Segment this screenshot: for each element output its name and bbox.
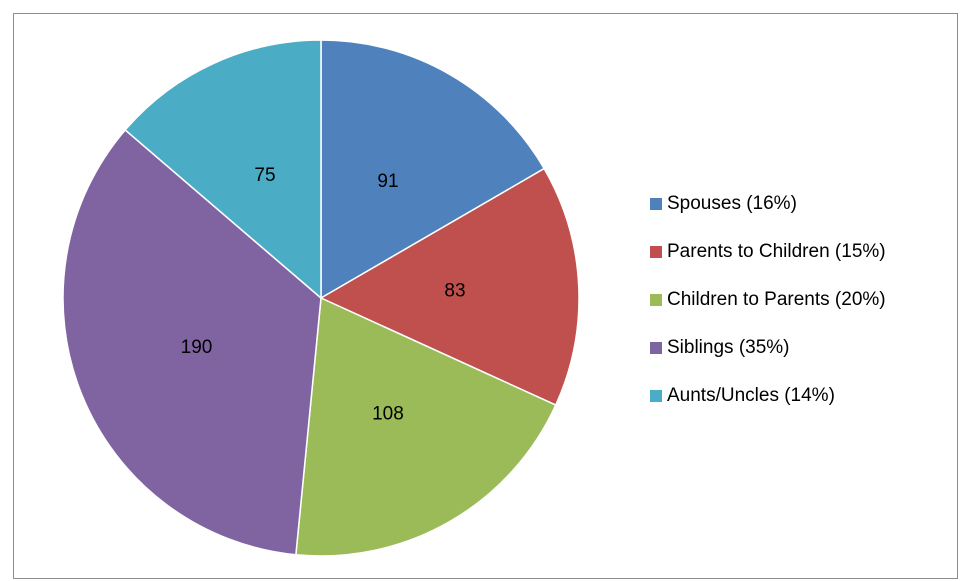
- data-label: 75: [254, 165, 275, 186]
- pie-slice: [62, 128, 322, 556]
- legend-swatch: [650, 294, 662, 306]
- legend-swatch: [650, 198, 662, 210]
- legend-swatch: [650, 342, 662, 354]
- legend-swatch: [650, 246, 662, 258]
- data-label: 83: [444, 280, 465, 301]
- legend-label: Spouses (16%): [667, 193, 797, 214]
- data-label: 108: [372, 403, 404, 424]
- legend-label: Aunts/Uncles (14%): [667, 385, 835, 406]
- legend-label: Children to Parents (20%): [667, 289, 886, 310]
- data-label: 91: [377, 171, 398, 192]
- pie-slice: [295, 296, 557, 557]
- pie-slice: [319, 167, 580, 407]
- data-label: 190: [181, 337, 213, 358]
- pie-slice: [124, 39, 322, 300]
- pie-slice: [320, 39, 546, 300]
- legend-swatch: [650, 390, 662, 402]
- legend-label: Parents to Children (15%): [667, 241, 886, 262]
- legend-label: Siblings (35%): [667, 337, 790, 358]
